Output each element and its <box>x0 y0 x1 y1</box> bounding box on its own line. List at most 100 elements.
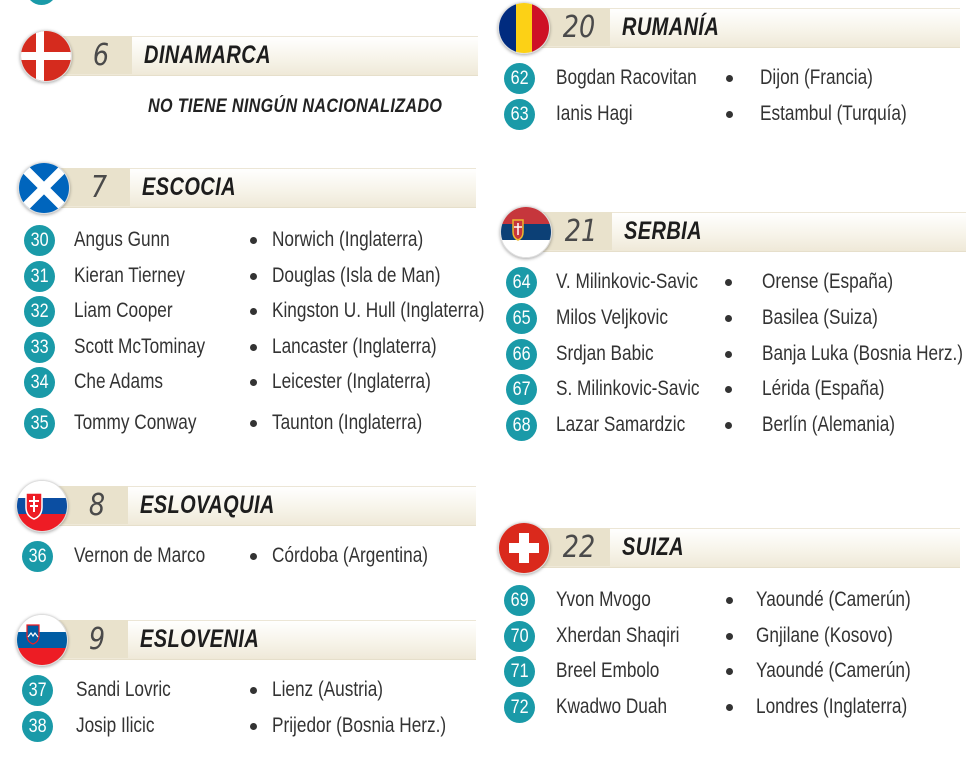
player-birthplace: Estambul (Turquía) <box>760 102 907 125</box>
player-name: Kwadwo Duah <box>556 694 668 718</box>
player-number: 63 <box>510 104 529 125</box>
player-birthplace: Yaoundé (Camerún) <box>756 588 911 611</box>
player-name: Xherdan Shaqiri <box>556 623 680 647</box>
player-birthplace: Yaoundé (Camerún) <box>756 659 911 682</box>
player-number: 70 <box>510 625 529 647</box>
player-number-badge: 36 <box>22 541 53 572</box>
team-name: RUMANÍA <box>622 13 720 41</box>
player-birthplace: Leicester (Inglaterra) <box>272 370 431 394</box>
player-number-badge: 72 <box>504 691 535 723</box>
player-number-badge: 35 <box>24 408 55 439</box>
player-row: 71 Breel Embolo Yaoundé (Camerún) <box>498 655 960 689</box>
bullet-icon <box>726 668 733 675</box>
player-number-badge: 37 <box>22 675 53 706</box>
player-number: 30 <box>30 230 49 251</box>
team-name: ESCOCIA <box>142 173 236 201</box>
player-number: 38 <box>28 716 47 737</box>
player-row: 32 Liam Cooper Kingston U. Hull (Inglaterr… <box>18 295 498 329</box>
team-number: 7 <box>90 170 108 205</box>
team-name: ESLOVENIA <box>140 625 260 653</box>
player-birthplace: Londres (Inglaterra) <box>756 694 908 718</box>
team-name: SERBIA <box>624 217 702 245</box>
player-row: 30 Angus Gunn Norwich (Inglaterra) <box>18 224 498 258</box>
section-serbia: 21 SERBIA 64 V. Milinkovic-Savic Orense (E… <box>500 206 966 456</box>
team-number: 21 <box>564 214 598 249</box>
player-birthplace: Gnjilane (Kosovo) <box>756 623 893 647</box>
player-birthplace: Basilea (Suiza) <box>762 305 878 329</box>
player-number-badge: 64 <box>506 267 537 298</box>
player-number-badge: 63 <box>504 99 535 130</box>
bullet-icon <box>250 272 257 280</box>
section-eslovenia: 9 ESLOVENIA 37 Sandi Lovric Lienz (Austria… <box>16 614 476 754</box>
bullet-icon <box>725 314 732 322</box>
team-number: 20 <box>562 10 596 45</box>
player-birthplace: Lancaster (Inglaterra) <box>272 334 437 358</box>
flag-scotland-icon <box>18 162 70 214</box>
flag-switzerland-icon <box>498 522 550 574</box>
player-number: 72 <box>510 696 529 718</box>
player-number-badge: 68 <box>506 410 537 442</box>
flag-serbia-icon <box>500 206 552 258</box>
player-number: 34 <box>30 372 49 394</box>
no-naturalized-note: NO TIENE NINGÚN NACIONALIZADO <box>148 96 443 117</box>
player-name: Sandi Lovric <box>76 678 171 701</box>
player-number-badge: 66 <box>506 338 537 370</box>
team-number: 9 <box>88 622 106 657</box>
player-name: S. Milinkovic-Savic <box>556 377 700 401</box>
player-row: 63 Ianis Hagi Estambul (Turquía) <box>498 98 960 132</box>
player-row: 68 Lazar Samardzic Berlín (Alemania) <box>500 409 966 443</box>
player-row: 65 Milos Veljkovic Basilea (Suiza) <box>500 302 966 336</box>
section-rumania: 20 RUMANÍA 62 Bogdan Racovitan Dijon (Fran… <box>498 2 960 142</box>
player-number-badge: 62 <box>504 63 535 94</box>
player-number-badge: 38 <box>22 711 53 742</box>
player-name: Che Adams <box>74 370 164 394</box>
player-number: 68 <box>512 415 531 437</box>
section-suiza: 22 SUIZA 69 Yvon Mvogo Yaoundé (Camerún) 70… <box>498 522 960 752</box>
player-name: Srdjan Babic <box>556 341 654 365</box>
player-row: 70 Xherdan Shaqiri Gnjilane (Kosovo) <box>498 620 960 654</box>
player-name: Ianis Hagi <box>556 102 633 125</box>
team-header: 9 ESLOVENIA <box>16 614 476 666</box>
team-header: 21 SERBIA <box>500 206 966 258</box>
team-name: SUIZA <box>622 533 684 561</box>
bullet-icon <box>726 703 733 711</box>
player-number-badge: 65 <box>506 302 537 334</box>
player-number-badge: 67 <box>506 374 537 406</box>
player-row: 34 Che Adams Leicester (Inglaterra) <box>18 366 498 400</box>
player-number: 32 <box>30 301 49 323</box>
player-row: 31 Kieran Tierney Douglas (Isla de Man) <box>18 260 498 294</box>
team-number: 8 <box>88 488 106 523</box>
player-birthplace: Lienz (Austria) <box>272 678 384 701</box>
team-header: 22 SUIZA <box>498 522 960 574</box>
player-number: 62 <box>510 68 529 89</box>
player-name: Breel Embolo <box>556 659 660 682</box>
player-number: 64 <box>512 272 531 293</box>
player-row: 33 Scott McTominay Lancaster (Inglaterra) <box>18 331 498 365</box>
player-number-badge: 32 <box>24 296 55 328</box>
player-number-badge: 34 <box>24 367 55 399</box>
flag-slovenia-icon <box>16 614 68 666</box>
player-number-badge: 70 <box>504 620 535 652</box>
bullet-icon <box>250 379 257 387</box>
player-birthplace: Banja Luka (Bosnia Herz.) <box>762 341 964 365</box>
player-name: Josip Ilicic <box>76 714 155 737</box>
player-name: Kieran Tierney <box>74 263 186 287</box>
team-name: ESLOVAQUIA <box>140 491 275 519</box>
player-number-badge: 69 <box>504 585 535 616</box>
player-row: 38 Josip Ilicic Prijedor (Bosnia Herz.) <box>16 710 476 744</box>
player-birthplace: Berlín (Alemania) <box>762 413 896 437</box>
player-number-badge: 71 <box>504 656 535 687</box>
bullet-icon <box>726 597 733 604</box>
bullet-icon <box>725 386 732 394</box>
bullet-icon <box>250 553 257 560</box>
player-row: 64 V. Milinkovic-Savic Orense (España) <box>500 266 966 300</box>
player-number: 65 <box>512 307 531 329</box>
player-number-badge: 30 <box>24 225 55 256</box>
player-name: Vernon de Marco <box>74 544 206 567</box>
player-birthplace: Lérida (España) <box>762 377 885 401</box>
player-name: Scott McTominay <box>74 334 206 358</box>
player-number: 69 <box>510 590 529 611</box>
player-birthplace: Dijon (Francia) <box>760 66 873 89</box>
player-number: 31 <box>30 265 49 287</box>
bullet-icon <box>250 420 257 427</box>
